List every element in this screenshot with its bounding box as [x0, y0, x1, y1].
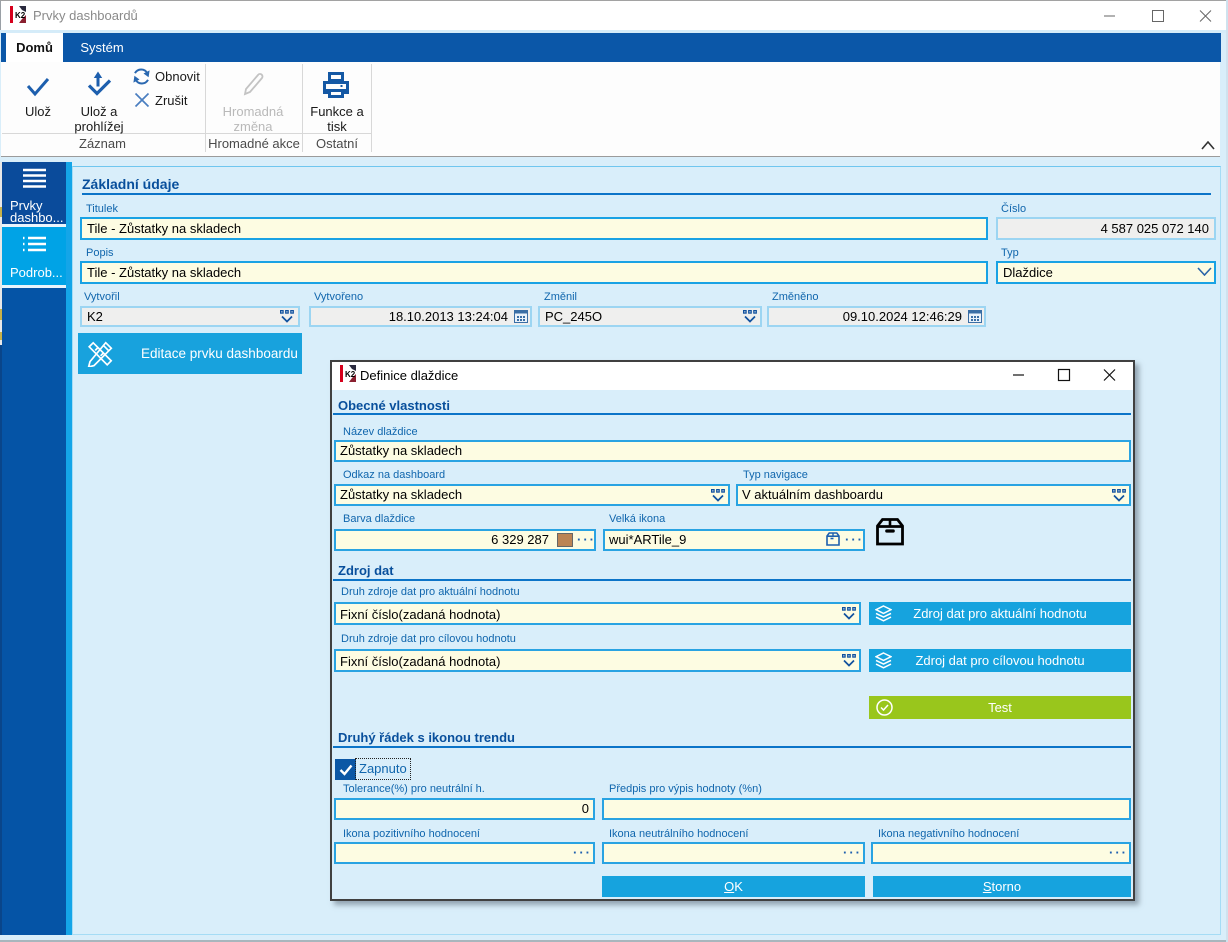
svg-text:K2: K2 — [15, 11, 26, 20]
svg-text:K2: K2 — [345, 370, 356, 379]
